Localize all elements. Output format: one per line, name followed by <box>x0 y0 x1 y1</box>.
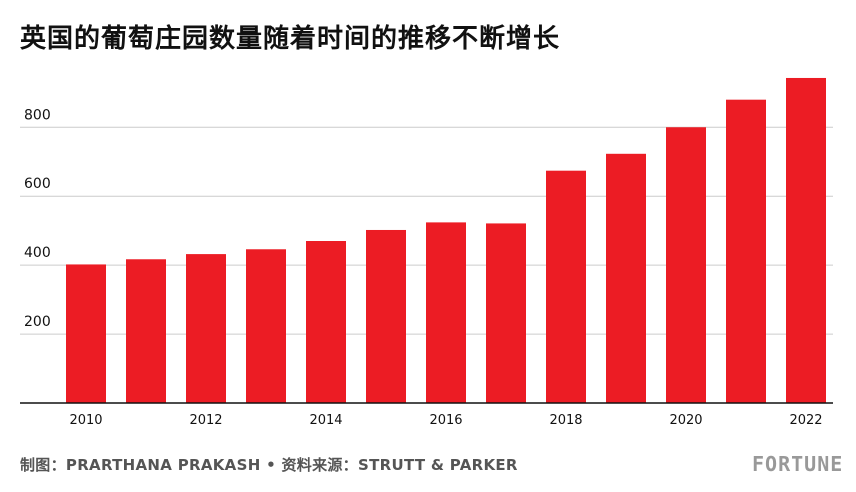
bar <box>186 254 226 403</box>
x-tick-label: 2022 <box>789 413 822 428</box>
chart-title: 英国的葡萄庄园数量随着时间的推移不断增长 <box>20 24 561 54</box>
x-tick-label: 2014 <box>309 413 342 428</box>
bar <box>126 259 166 403</box>
bar-chart: 200 400 600 800 2010 2012 2014 2016 2018 2020 202… <box>20 77 833 428</box>
x-tick-label: 2010 <box>69 413 102 428</box>
x-tick-label: 2016 <box>429 413 462 428</box>
bar <box>306 241 346 403</box>
bar <box>666 127 706 404</box>
bar <box>486 223 526 403</box>
bar <box>606 153 646 403</box>
y-tick-label: 600 <box>24 176 51 192</box>
bars <box>66 77 826 404</box>
bar <box>786 77 826 404</box>
y-tick-label: 400 <box>24 245 51 261</box>
y-tick-label: 200 <box>24 314 51 330</box>
bar <box>246 249 286 403</box>
bar <box>66 264 106 403</box>
bar <box>426 222 466 403</box>
source-credit: 制图：PRARTHANA PRAKASH • 资料来源：STRUTT & PAR… <box>20 456 518 474</box>
bar <box>726 99 766 404</box>
x-tick-label: 2018 <box>549 413 582 428</box>
y-tick-label: 800 <box>24 107 51 123</box>
x-tick-label: 2020 <box>669 413 702 428</box>
bar <box>546 170 586 403</box>
bar <box>366 229 406 403</box>
axes: 2010 2012 2014 2016 2018 2020 2022 <box>20 402 833 428</box>
x-tick-label: 2012 <box>189 413 222 428</box>
fortune-logo: FORTUNE <box>752 452 844 476</box>
